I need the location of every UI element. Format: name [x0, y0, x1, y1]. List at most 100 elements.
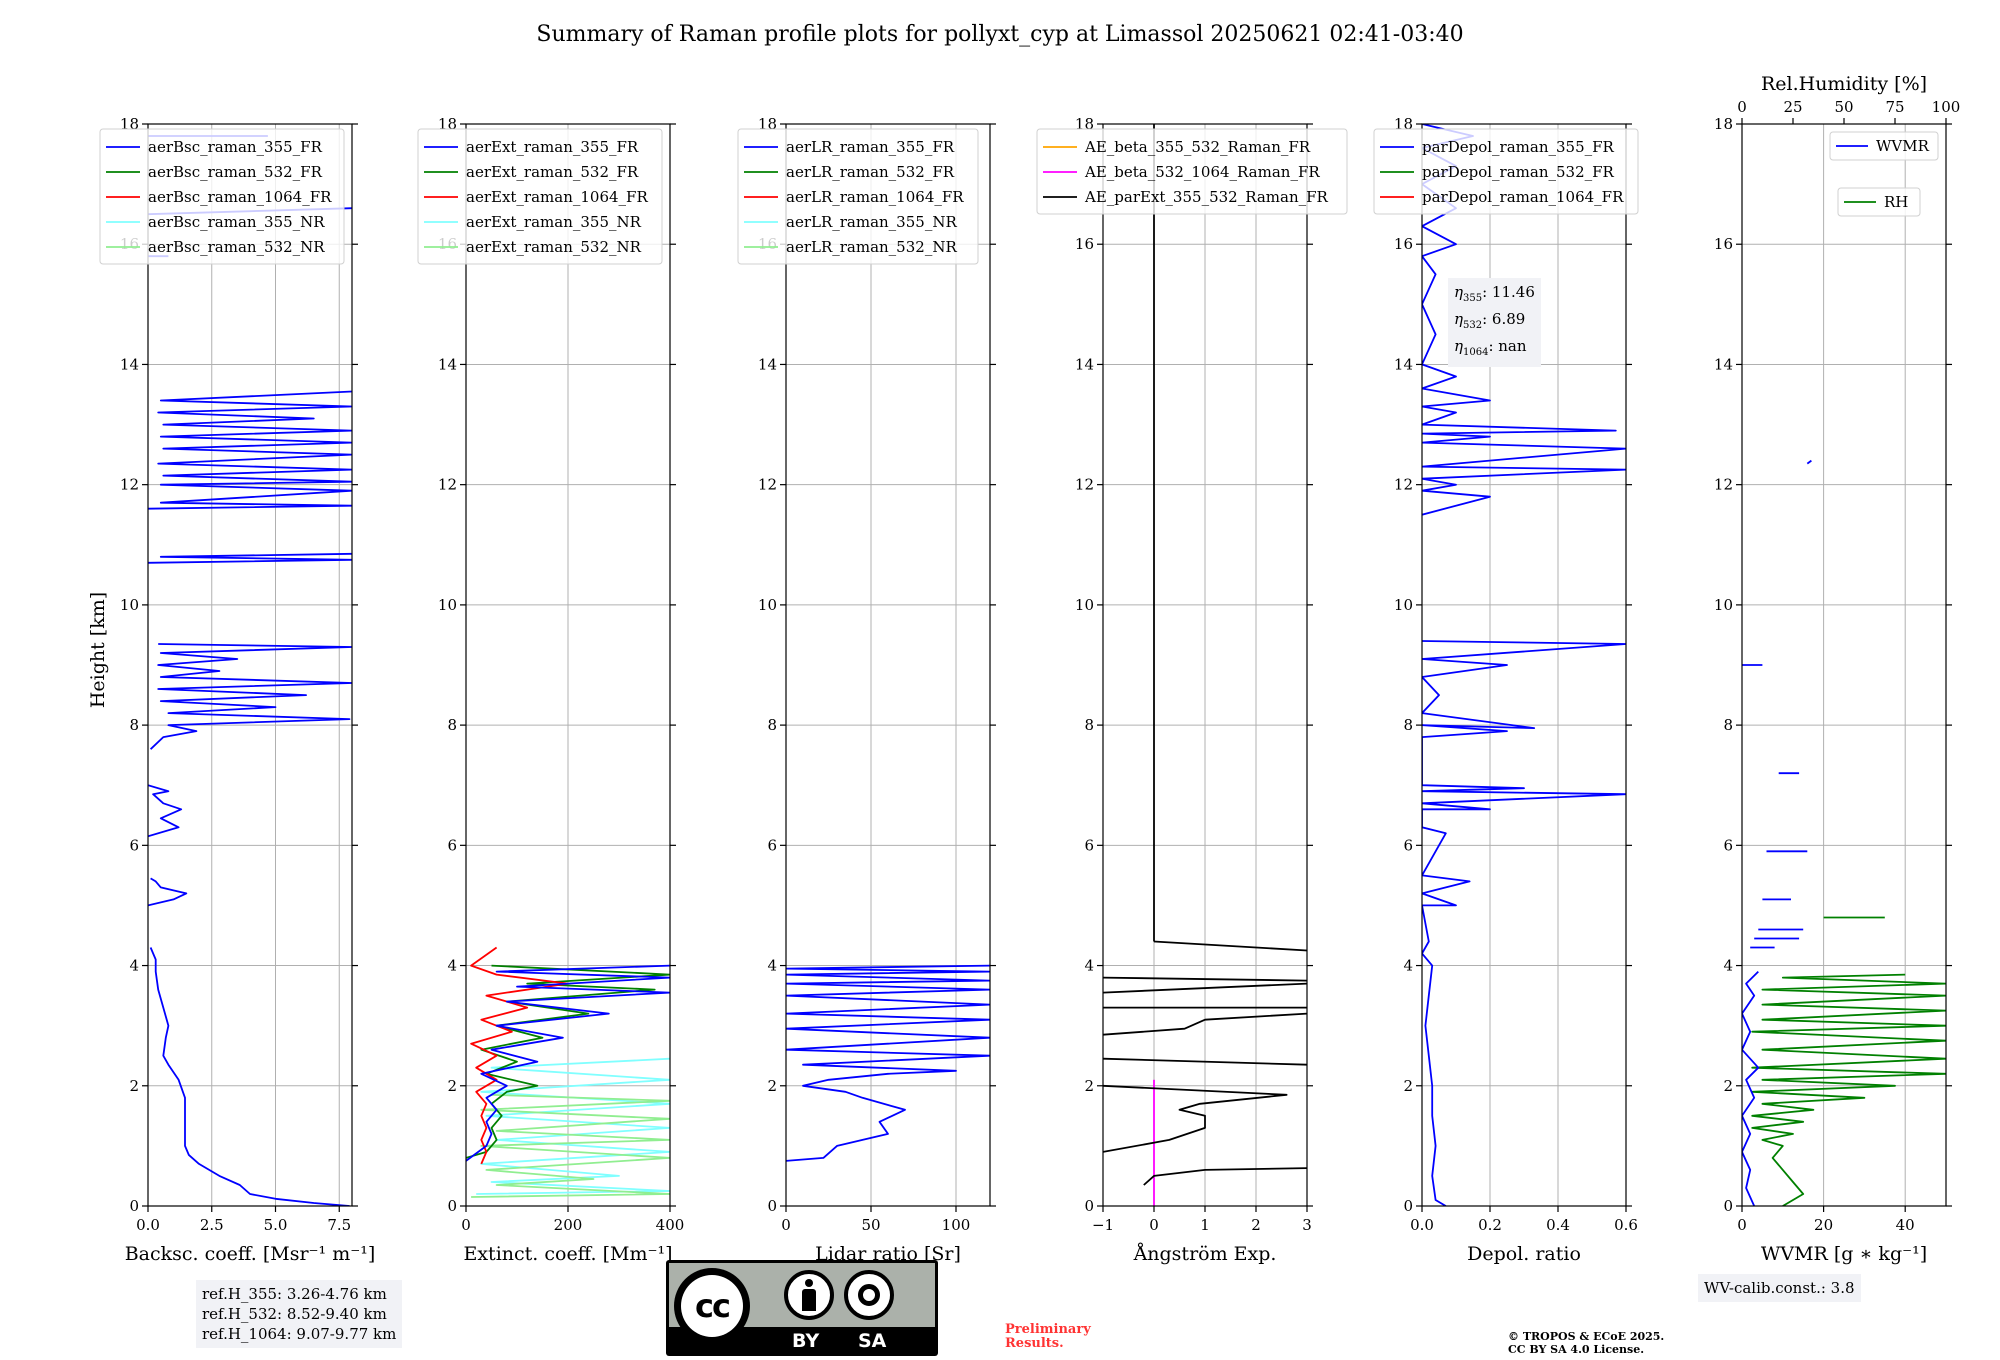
ref-height-note: ref.H_355: 3.26-4.76 km ref.H_532: 8.52-…	[196, 1280, 403, 1348]
x-tick-label: 7.5	[327, 1216, 351, 1234]
legend: aerBsc_raman_355_FR aerBsc_raman_532_FRae…	[99, 128, 345, 265]
legend-label: parDepol_raman_1064_FR	[1422, 188, 1624, 206]
y-tick-label: 12	[438, 476, 457, 494]
y-tick-label: 10	[1075, 596, 1094, 614]
preliminary-note: Preliminary Results.	[1005, 1322, 1091, 1351]
x-tick-label: 100	[942, 1216, 971, 1234]
legend: parDepol_raman_355_FR parDepol_raman_532_…	[1373, 128, 1639, 215]
y-tick-label: 16	[1394, 235, 1413, 253]
x-tick-label: 0	[1737, 1216, 1747, 1234]
x-tick-label: 0.0	[136, 1216, 160, 1234]
license-by-label: BY	[792, 1330, 820, 1352]
y-tick-label: 6	[1723, 836, 1733, 854]
x-axis-label: Depol. ratio	[1467, 1243, 1581, 1265]
legend-label: aerBsc_raman_355_NR	[148, 213, 325, 231]
x-axis-label: Ångström Exp.	[1133, 1243, 1277, 1265]
cc-by-sa-icon: cc BY SA	[666, 1260, 938, 1356]
y-tick-label: 6	[1084, 836, 1094, 854]
y-tick-label: 8	[767, 716, 777, 734]
legend-label: parDepol_raman_355_FR	[1422, 138, 1615, 156]
series-group	[466, 946, 670, 1198]
series-line-AE_parExt_355_532_Raman_FR	[1103, 1084, 1288, 1153]
eta-532: η532: 6.89	[1454, 310, 1526, 331]
series-group	[1103, 124, 1307, 1206]
x-axis-label: Extinct. coeff. [Mm⁻¹]	[463, 1243, 672, 1265]
y-tick-label: 12	[1394, 476, 1413, 494]
wv-calib-note: WV-calib.const.: 3.8	[1698, 1274, 1861, 1302]
y-tick-label: 6	[767, 836, 777, 854]
y-tick-label: 4	[1723, 957, 1733, 975]
figure-title: Summary of Raman profile plots for polly…	[536, 22, 1464, 47]
series-line-aerBsc_raman_355_FR	[148, 784, 183, 838]
legend: aerLR_raman_355_FR aerLR_raman_532_FR aerL…	[737, 128, 979, 265]
copyright-note: © TROPOS & ECoE 2025. CC BY SA 4.0 Licen…	[1508, 1330, 1665, 1356]
y-tick-label: 2	[447, 1077, 457, 1095]
series-line-aerBsc_raman_355_FR	[148, 390, 352, 510]
legend-label: aerLR_raman_1064_FR	[786, 188, 964, 206]
y-tick-label: 12	[1075, 476, 1094, 494]
x-tick-label: 200	[554, 1216, 583, 1234]
legend: aerExt_raman_355_FR aerExt_raman_532_FRae…	[417, 128, 663, 265]
y-tick-label: 4	[1403, 957, 1413, 975]
axes-frame	[785, 123, 991, 1207]
y-tick-label: 14	[1075, 355, 1094, 373]
cc-icon: cc	[674, 1268, 750, 1344]
by-person-icon	[784, 1270, 834, 1320]
y-tick-label: 16	[1075, 235, 1094, 253]
y-tick-label: 14	[758, 355, 777, 373]
x-tick-label: 3	[1302, 1216, 1312, 1234]
x-tick-label: 5.0	[264, 1216, 288, 1234]
legend-label: aerExt_raman_355_NR	[466, 213, 642, 231]
legend-label: aerLR_raman_532_FR	[786, 163, 955, 181]
eta-355: η355: 11.46	[1454, 283, 1535, 304]
y-tick-label: 12	[1714, 476, 1733, 494]
series-line-AE_parExt_355_532_Raman_FR	[1103, 1012, 1307, 1036]
y-axis-label: Height [km]	[87, 592, 109, 708]
series-line-AE_parExt_355_532_Raman_FR	[1153, 940, 1307, 952]
x-tick-label: 0.6	[1614, 1216, 1638, 1234]
x-tick-label: 400	[656, 1216, 685, 1234]
y-tick-label: 0	[1723, 1197, 1733, 1215]
x-tick-label: 2	[1251, 1216, 1261, 1234]
legend: WVMR RH	[1829, 131, 1939, 217]
y-tick-label: 0	[1403, 1197, 1413, 1215]
series-line-aerExt_raman_532_NR	[471, 1093, 670, 1198]
y-tick-label: 10	[1394, 596, 1413, 614]
y-tick-label: 8	[129, 716, 139, 734]
y-tick-label: 6	[447, 836, 457, 854]
legend-box	[417, 128, 663, 265]
legend-label: WVMR	[1876, 137, 1930, 155]
legend: AE_beta_355_532_Raman_FR AE_beta_532_1064…	[1036, 128, 1348, 215]
axes-frame	[147, 123, 353, 1207]
series-line-aerBsc_raman_355_FR	[148, 552, 352, 564]
legend-label: aerExt_raman_532_FR	[466, 163, 639, 181]
series-line-AE_parExt_355_532_Raman_FR	[1103, 982, 1307, 994]
y-tick-label: 10	[120, 596, 139, 614]
y-tick-label: 10	[1714, 596, 1733, 614]
y-tick-label: 0	[129, 1197, 139, 1215]
axes-frame	[1421, 123, 1627, 1207]
legend-box	[1837, 187, 1921, 217]
y-tick-label: 2	[1723, 1077, 1733, 1095]
series-group	[786, 964, 990, 1162]
legend-box	[1036, 128, 1348, 215]
ref-height-532: ref.H_532: 8.52-9.40 km	[202, 1305, 387, 1323]
y-tick-label: 2	[129, 1077, 139, 1095]
y-tick-label: 14	[1394, 355, 1413, 373]
legend-box	[1829, 131, 1939, 161]
legend-label: AE_beta_355_532_Raman_FR	[1084, 138, 1311, 156]
x-tick-label: 0.0	[1410, 1216, 1434, 1234]
legend-box	[1373, 128, 1639, 215]
legend-box	[99, 128, 345, 265]
legend-label: aerLR_raman_355_FR	[786, 138, 955, 156]
series-line-aerBsc_raman_355_FR	[149, 947, 350, 1206]
y-tick-label: 10	[758, 596, 777, 614]
legend-label: AE_beta_532_1064_Raman_FR	[1084, 163, 1320, 181]
legend-label: aerLR_raman_532_NR	[786, 238, 957, 256]
y-tick-label: 14	[1714, 355, 1733, 373]
x-tick-label: 2.5	[200, 1216, 224, 1234]
series-line-AE_parExt_355_532_Raman_FR	[1143, 1167, 1307, 1186]
legend-label: aerExt_raman_532_NR	[466, 238, 642, 256]
